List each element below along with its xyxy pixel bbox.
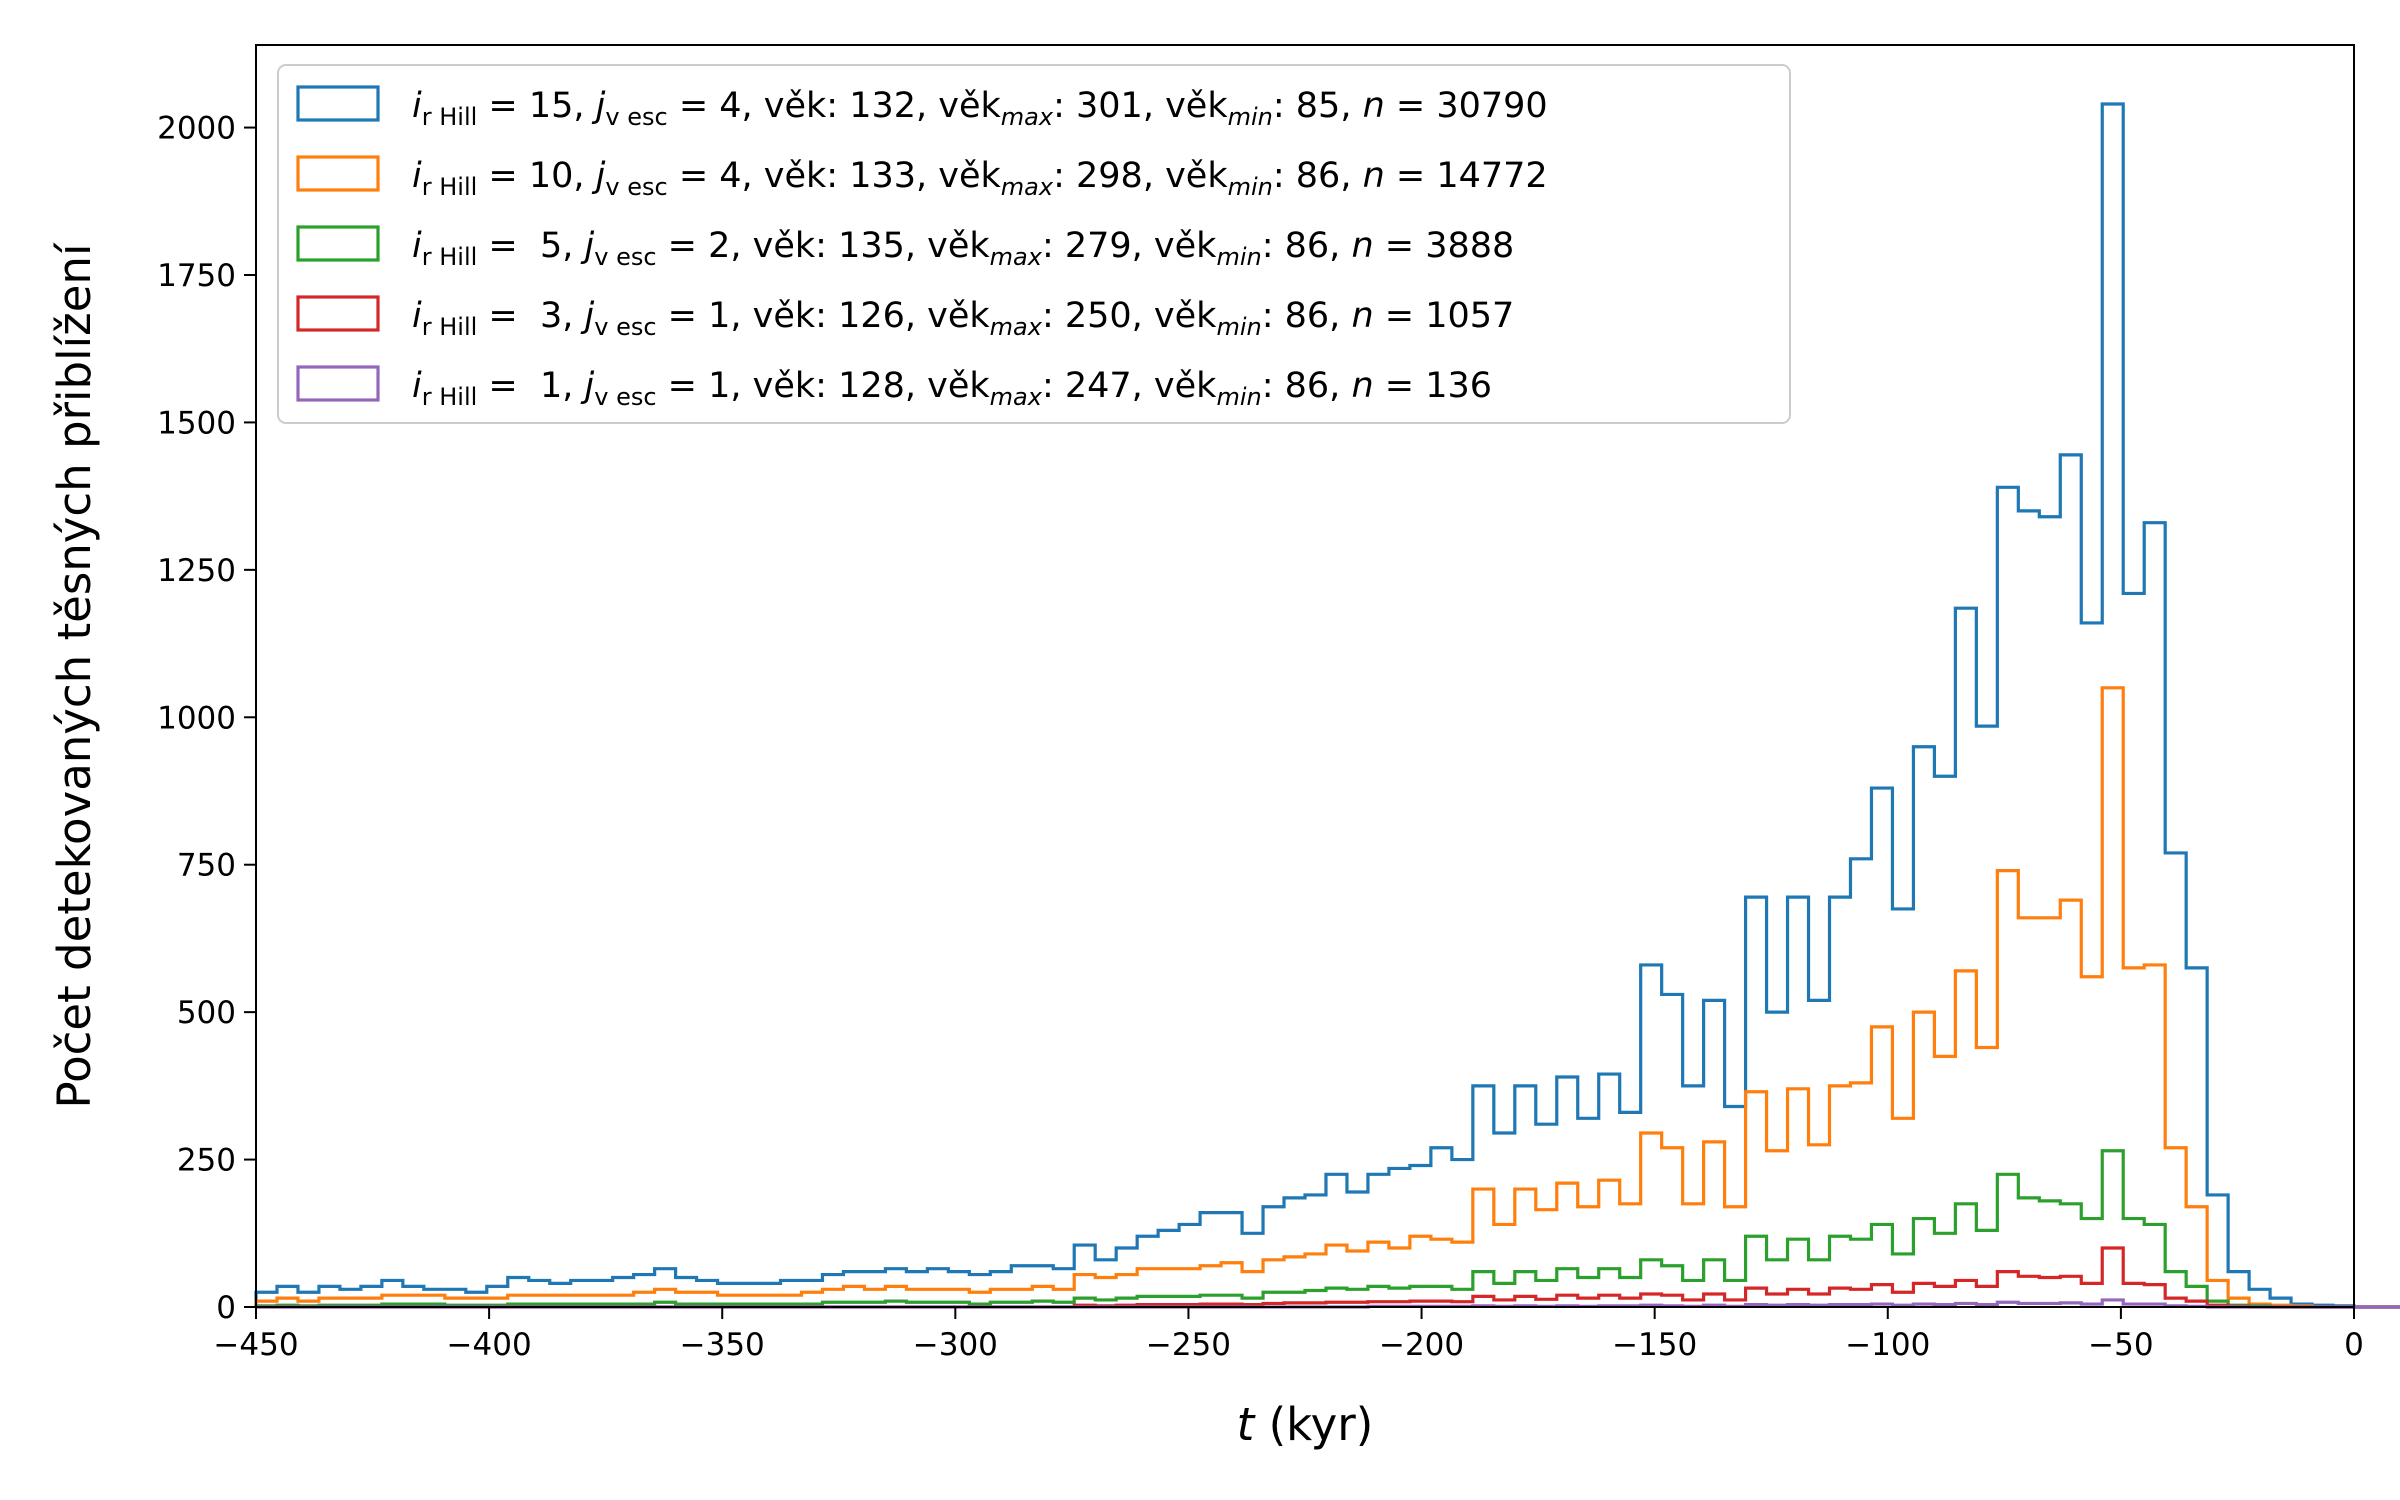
legend: ir Hill = 15, jv esc = 4, věk: 132, věkm… [277,64,1791,424]
y-tick-label: 250 [177,1143,236,1179]
x-tick-label: −300 [913,1327,998,1363]
legend-frame [277,64,1791,424]
series-2-step-line [254,686,2400,1309]
legend-swatch-4 [296,295,380,332]
y-tick-label: 750 [177,848,236,884]
y-tick-label: 1750 [157,258,236,294]
legend-label-4: ir Hill = 3, jv esc = 1, věk: 126, věkma… [412,296,1514,341]
x-tick-label: −250 [1146,1327,1231,1363]
x-axis: −450 −400 −350 −300 −250 −200 −150 −100 −50 0 [213,1307,2364,1363]
x-axis-variable: t [1237,1398,1257,1451]
y-axis: 0 250 500 750 1000 1250 1500 1750 2000 [157,111,256,1326]
x-axis-title: t (kyr) [1237,1398,1374,1451]
legend-swatch-1 [296,85,380,122]
x-tick-label: −50 [2088,1327,2153,1363]
x-tick-label: −150 [1612,1327,1697,1363]
legend-label-2: ir Hill = 10, jv esc = 4, věk: 133, věkm… [412,156,1548,201]
legend-swatch-3 [296,225,380,262]
legend-label-5: ir Hill = 1, jv esc = 1, věk: 128, věkma… [412,366,1492,411]
series-1-step-line [254,102,2400,1309]
y-tick-label: 0 [216,1290,236,1326]
y-tick-label: 500 [177,995,236,1031]
x-tick-label: −200 [1379,1327,1464,1363]
x-tick-label: −100 [1845,1327,1930,1363]
y-tick-label: 1250 [157,553,236,589]
legend-swatch-2 [296,155,380,192]
legend-label-3: ir Hill = 5, jv esc = 2, věk: 135, věkma… [412,226,1514,271]
y-tick-label: 1500 [157,405,236,441]
x-axis-unit: (kyr) [1254,1398,1373,1451]
legend-label-1: ir Hill = 15, jv esc = 4, věk: 132, věkm… [412,86,1548,131]
x-tick-label: −450 [213,1327,298,1363]
y-tick-label: 2000 [157,111,236,147]
plot-frame [255,44,2355,1308]
y-tick-label: 1000 [157,700,236,736]
x-tick-label: −350 [680,1327,765,1363]
y-axis-title: Počet detekovaných těsných přiblížení [48,242,101,1108]
series-3-step-line [254,1149,2400,1309]
x-tick-label: 0 [2344,1327,2364,1363]
legend-swatch-5 [296,365,380,402]
x-tick-label: −400 [447,1327,532,1363]
